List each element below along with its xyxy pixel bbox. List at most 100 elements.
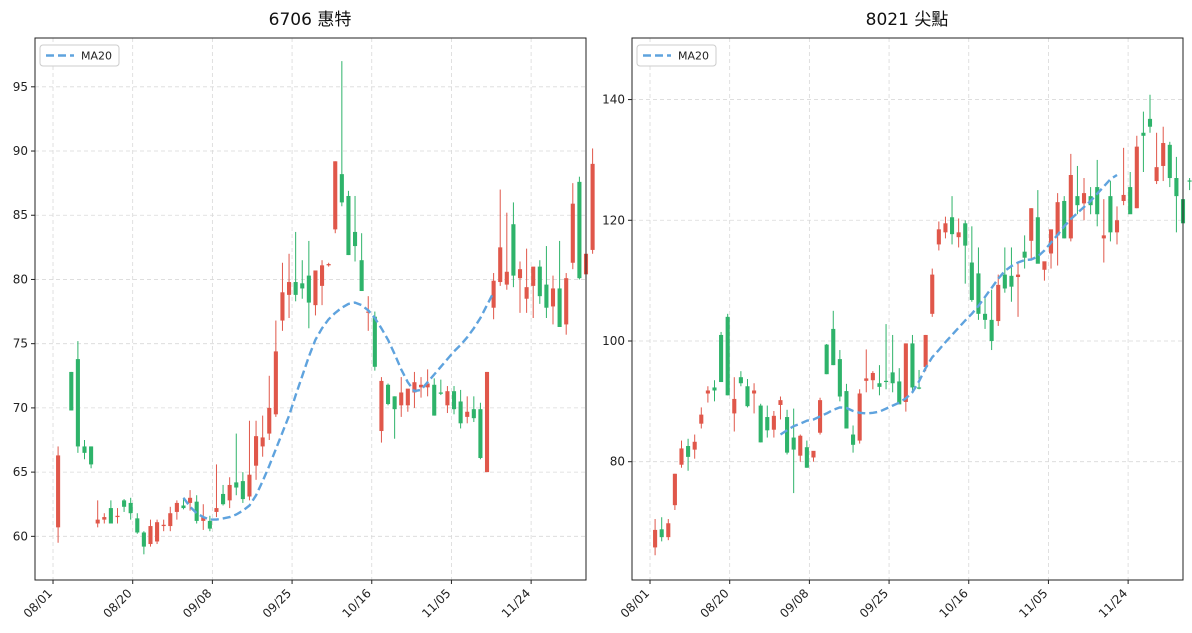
x-tick-label: 11/24 <box>1096 586 1130 620</box>
candle-body <box>445 391 450 406</box>
y-tick-label: 95 <box>13 80 28 94</box>
candle-body <box>320 265 325 286</box>
candle-down <box>300 260 305 299</box>
candle-down <box>844 383 849 429</box>
candle-body <box>517 269 523 279</box>
candle-up <box>531 266 536 318</box>
candle-body <box>89 446 94 465</box>
candle-up <box>1048 229 1054 269</box>
y-axis: 80 100 120 140 <box>602 93 632 469</box>
candle-body <box>504 271 509 285</box>
candle-down <box>1002 247 1007 293</box>
candle-down <box>1035 190 1040 264</box>
candle-down <box>1062 196 1067 239</box>
candle-body <box>465 411 470 417</box>
candle-up <box>1081 178 1087 221</box>
candle-up <box>188 490 193 511</box>
candle-up <box>491 273 496 320</box>
candle-body <box>1174 178 1179 197</box>
candle-down <box>69 371 74 411</box>
candle-body <box>359 260 364 292</box>
candle-up <box>996 274 1001 326</box>
candle-down <box>194 495 199 524</box>
candle-body <box>1147 118 1153 127</box>
candles <box>653 94 1192 556</box>
candle-body <box>141 532 146 547</box>
candle-body <box>128 502 133 514</box>
candle-up <box>1154 132 1159 185</box>
candle-body <box>745 386 750 407</box>
candle-body <box>247 474 252 497</box>
candle-down <box>712 380 717 402</box>
candle-body <box>844 391 849 429</box>
candle-up <box>498 189 503 286</box>
candle-body <box>758 405 763 443</box>
candle-body <box>102 517 107 520</box>
candle-body <box>306 275 311 303</box>
candle-up <box>517 261 523 313</box>
candle-body <box>267 407 272 434</box>
candle-up <box>923 334 928 372</box>
x-tick-label: 09/25 <box>260 586 294 620</box>
candle-down <box>884 324 889 390</box>
candle-down <box>785 409 790 455</box>
candle-down <box>557 240 562 327</box>
candle-down <box>1075 165 1080 215</box>
candle-body <box>778 400 783 405</box>
candle-down <box>890 334 895 393</box>
candle-body <box>1068 175 1073 239</box>
candle-up <box>102 513 107 524</box>
candle-up <box>333 161 338 234</box>
candle-body <box>989 319 994 341</box>
candle-up <box>1121 147 1126 206</box>
candle-body <box>738 377 743 384</box>
y-tick-label: 70 <box>13 401 28 415</box>
candle-body <box>412 382 417 393</box>
candle-up <box>857 389 862 444</box>
candle-up <box>771 411 776 438</box>
candle-up <box>732 377 737 432</box>
candle-body <box>484 371 490 473</box>
x-tick-label: 09/25 <box>857 586 891 620</box>
candle-body <box>385 384 391 405</box>
candle-body <box>705 390 710 394</box>
candle-down <box>1141 111 1146 172</box>
candle-up <box>287 253 292 318</box>
candle-body <box>1161 143 1166 166</box>
candle-down <box>1167 141 1172 188</box>
candle-body <box>943 223 948 233</box>
legend: MA20 <box>39 44 120 67</box>
candle-body <box>982 313 988 320</box>
candle-up <box>399 377 404 417</box>
candle-body <box>418 384 424 388</box>
candle-body <box>544 284 549 308</box>
x-axis: 08/01 08/20 09/08 09/25 10/16 11/05 11/24 <box>618 580 1130 621</box>
chart-title: 6706 惠特 <box>269 10 352 30</box>
legend: MA20 <box>636 44 717 67</box>
candle-up <box>445 386 450 414</box>
candle-body <box>824 344 829 375</box>
candle-body <box>1114 220 1120 233</box>
candle-down <box>122 499 127 512</box>
candle-body <box>870 372 875 381</box>
candle-down <box>758 403 763 443</box>
candle-down <box>108 500 113 524</box>
candle-up <box>1068 153 1073 242</box>
candle-up <box>1042 261 1047 281</box>
candle-body <box>478 409 483 458</box>
candle-up <box>379 377 384 443</box>
candle-body <box>577 181 582 279</box>
candle-down <box>438 379 443 396</box>
candle-down <box>141 531 146 555</box>
candle-down <box>221 484 226 506</box>
candle-up <box>1134 135 1139 209</box>
candle-up <box>320 260 325 306</box>
candle-body <box>537 266 542 297</box>
candle-down <box>989 289 994 351</box>
candle-body <box>280 292 285 321</box>
candle-down <box>1187 178 1192 191</box>
grid-lines <box>632 38 1183 580</box>
candle-up <box>550 275 556 325</box>
candle-body <box>293 282 298 295</box>
candle-body <box>524 287 529 299</box>
